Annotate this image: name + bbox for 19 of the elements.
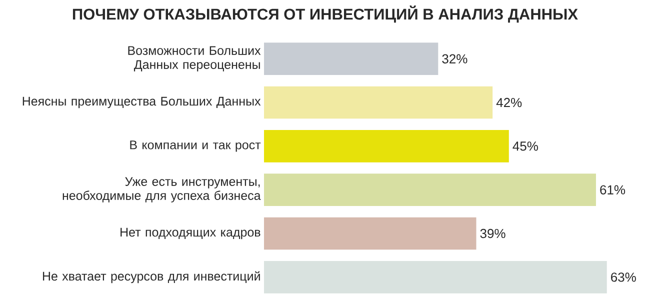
data-label: 42% xyxy=(496,98,522,108)
bar xyxy=(264,217,476,250)
y-tick-label: Не хватает ресурсов для инвестиций xyxy=(42,271,260,284)
chart-title: ПОЧЕМУ ОТКАЗЫВАЮТСЯ ОТ ИНВЕСТИЦИЙ В АНАЛИЗ ДАННЫХ xyxy=(72,6,578,23)
data-label: 63% xyxy=(611,272,636,282)
bar xyxy=(264,261,607,294)
y-tick-label: Неясны преимущества Больших Данных xyxy=(22,96,261,108)
data-label: 39% xyxy=(480,228,506,238)
data-label: 61% xyxy=(600,185,626,194)
y-tick-label: Уже есть инструменты, необходимые для успеха бизнеса xyxy=(62,177,261,202)
bar xyxy=(264,130,509,162)
y-tick-label: В компании и так рост xyxy=(130,140,261,152)
y-tick-label: Возможности Больших Данных переоценены xyxy=(128,46,261,72)
bar xyxy=(264,86,493,119)
data-label: 32% xyxy=(442,54,468,64)
data-label: 45% xyxy=(512,142,538,151)
bar xyxy=(264,42,438,75)
bar xyxy=(264,174,596,206)
y-tick-label: Нет подходящих кадров xyxy=(120,228,260,240)
